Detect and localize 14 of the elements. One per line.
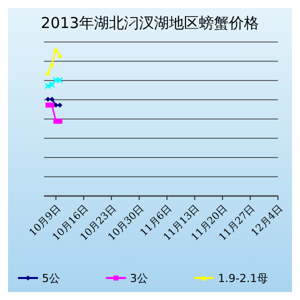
point	[57, 118, 62, 124]
point	[45, 96, 50, 102]
point	[49, 62, 54, 66]
point	[45, 70, 50, 76]
chart-title: 2013年湖北汈汊湖地区螃蟹价格	[40, 14, 260, 32]
legend-label: 5公	[42, 272, 60, 285]
point	[49, 102, 54, 108]
point	[48, 81, 56, 88]
point	[44, 82, 52, 90]
legend-label: 1.9-2.1母	[218, 272, 268, 285]
point	[57, 52, 62, 58]
point	[53, 46, 58, 52]
legend-label: 3公	[130, 272, 148, 285]
point	[56, 76, 64, 84]
